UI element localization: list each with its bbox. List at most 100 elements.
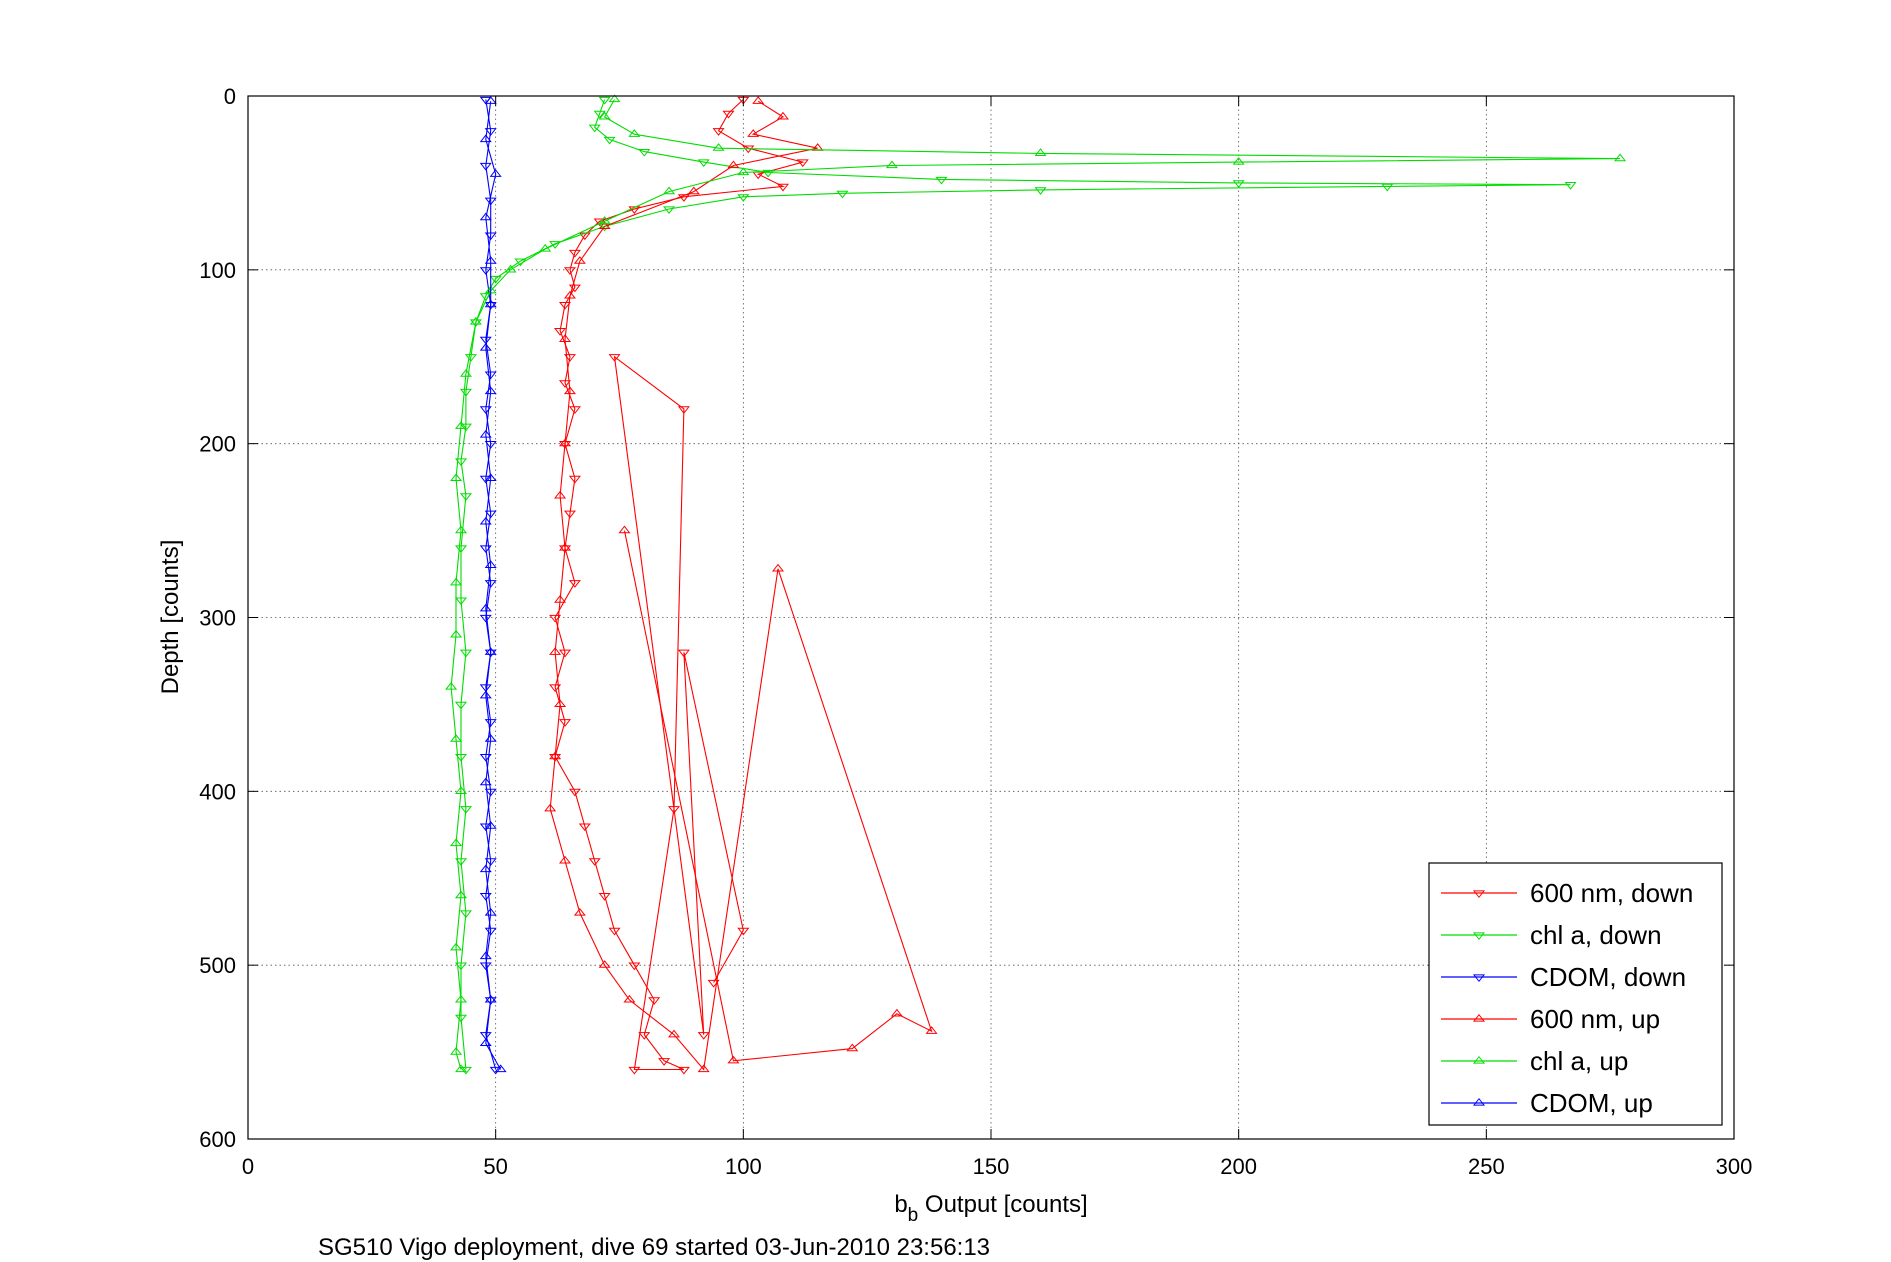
series-line [485,101,502,1070]
data-point [479,1032,492,1040]
data-point [667,806,681,814]
data-point [846,1043,859,1052]
data-point [539,243,552,252]
data-point [454,525,468,534]
data-point [1614,153,1627,162]
data-point [727,160,740,169]
data-point [479,162,492,171]
data-point [677,1066,690,1075]
data-point [1381,183,1394,192]
data-point [663,186,676,195]
series-cdom-down [479,96,502,1075]
data-point [558,542,572,551]
data-point [549,241,562,249]
data-point [479,342,492,351]
data-point [454,858,468,866]
data-point [479,823,492,832]
data-point [479,429,492,438]
data-point [925,1026,938,1034]
y-tick-label: 200 [199,432,236,457]
legend-marker [1472,1013,1486,1022]
data-point [558,719,572,727]
data-point [459,369,472,377]
data-point [484,719,497,727]
legend-marker [1472,932,1486,941]
data-point [554,328,567,336]
data-point [454,962,468,971]
data-point [479,614,492,623]
data-point [568,406,581,414]
data-point [484,441,497,449]
data-point [459,493,472,501]
data-point [771,563,785,572]
figure-footer: SG510 Vigo deployment, dive 69 started 0… [318,1234,990,1261]
data-point [598,96,611,105]
x-tick-label: 50 [483,1154,507,1179]
data-point [489,169,502,177]
data-point [598,221,611,229]
data-point [563,510,576,519]
x-axis-label-main: b [894,1191,907,1218]
data-point [1034,187,1047,195]
data-point [558,855,572,864]
data-point [554,595,567,603]
data-point [484,734,497,742]
legend-label: 600 nm, up [1530,1004,1660,1034]
data-point [558,301,572,310]
data-point [484,299,497,308]
legend-marker [1472,1055,1486,1064]
y-tick-label: 600 [199,1127,236,1152]
data-point [628,206,641,215]
data-point [504,264,517,273]
data-point [663,206,676,215]
data-point [697,159,710,168]
data-point [459,1066,472,1075]
data-point [697,1032,710,1040]
data-point [563,354,576,362]
data-point [1232,156,1245,165]
legend-label: CDOM, up [1530,1088,1653,1118]
data-point [479,690,492,699]
data-point [737,927,750,936]
data-point [454,597,468,606]
data-point [628,129,641,137]
data-point [1034,148,1047,156]
data-point [638,149,651,157]
data-point [479,951,492,960]
data-point [935,176,948,185]
data-point [549,751,562,760]
data-point [479,684,492,693]
data-point [459,806,472,814]
data-point [484,371,497,380]
data-point [479,336,492,345]
series-cdom-up [479,96,507,1073]
data-point [484,386,497,395]
data-point [588,124,601,133]
legend-label: chl a, down [1530,920,1662,950]
y-tick-label: 100 [199,258,236,283]
legend-box [1428,862,1723,1126]
data-point [549,647,562,655]
data-point [697,1064,710,1073]
data-point [598,893,611,901]
data-point [459,423,472,432]
data-point [593,110,606,119]
data-point [469,316,482,325]
data-point [638,1032,651,1040]
data-point [776,183,789,192]
data-point [459,649,472,658]
data-point [549,614,562,623]
data-point [1564,182,1577,190]
data-point [598,216,611,224]
data-point [628,962,641,971]
data-point [450,942,463,951]
data-point [628,1066,641,1075]
y-tick-label: 0 [224,84,236,109]
series-600-nm-up [544,96,938,1073]
data-point [762,169,775,178]
data-point [737,167,750,176]
x-tick-label: 250 [1468,1154,1505,1179]
x-tick-label: 200 [1220,1154,1257,1179]
data-point [608,94,621,103]
data-point [890,1008,903,1017]
